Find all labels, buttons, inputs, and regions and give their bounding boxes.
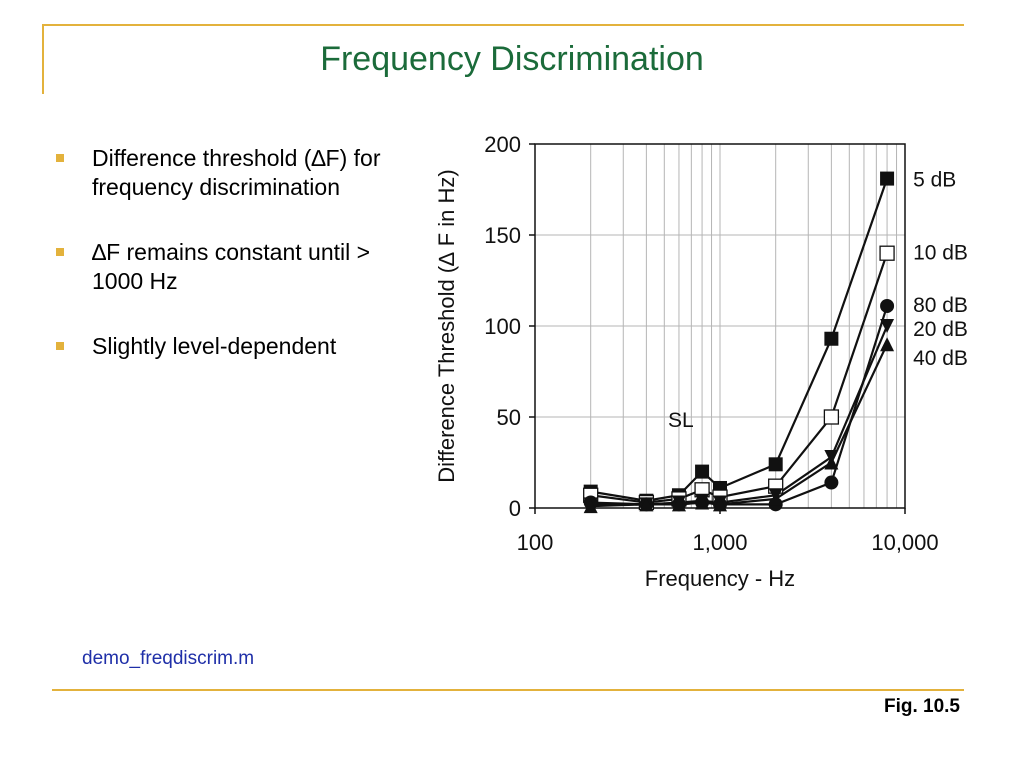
- y-tick-label: 200: [484, 132, 521, 157]
- series-line: [590, 178, 889, 502]
- data-point: [880, 337, 895, 352]
- bullet-text: Difference threshold (∆F) for frequency …: [92, 145, 381, 200]
- bullet-list: Difference threshold (∆F) for frequency …: [56, 144, 416, 397]
- y-tick-label: 100: [484, 314, 521, 339]
- y-tick-label: 150: [484, 223, 521, 248]
- bullet-item: ∆F remains constant until > 1000 Hz: [56, 238, 416, 296]
- series-line: [590, 343, 889, 508]
- legend-title: SL: [668, 409, 694, 432]
- y-tick-label: 50: [497, 405, 521, 430]
- data-point: [880, 171, 895, 186]
- x-tick-label: 1,000: [692, 530, 747, 555]
- frequency-threshold-chart: 0 50 100 150 200 100 1,000 10,000 Frequency - Hz…: [434, 132, 968, 591]
- bullet-square-icon: [56, 342, 64, 350]
- bottom-rule: [52, 689, 964, 691]
- frame-top-rule: [42, 24, 964, 26]
- series-label: 40 dB: [913, 347, 968, 370]
- bullet-square-icon: [56, 154, 64, 162]
- data-point: [713, 497, 727, 512]
- x-tick-label: 10,000: [871, 530, 938, 555]
- series-line: [590, 305, 889, 506]
- bullet-item: Slightly level-dependent: [56, 332, 416, 361]
- data-point: [671, 497, 686, 512]
- figure-label: Fig. 10.5: [883, 696, 960, 717]
- data-point: [824, 331, 839, 346]
- data-point: [879, 245, 895, 261]
- x-tick-label: 100: [517, 530, 554, 555]
- data-point: [824, 455, 839, 470]
- y-axis-label: Difference Threshold (∆ F in Hz): [434, 169, 459, 482]
- series-label: 10 dB: [913, 241, 968, 264]
- data-point: [880, 319, 895, 333]
- data-point: [768, 457, 783, 472]
- data-point: [824, 475, 839, 490]
- data-point: [880, 298, 895, 313]
- data-point: [695, 495, 710, 510]
- data-point: [639, 497, 654, 512]
- data-point: [695, 464, 710, 479]
- data-point: [768, 491, 783, 506]
- bullet-text: Slightly level-dependent: [92, 333, 337, 359]
- y-tick-label: 0: [509, 496, 521, 521]
- demo-link[interactable]: demo_freqdiscrim.m: [82, 648, 255, 669]
- frame-left-rule: [42, 24, 44, 94]
- data-point: [583, 499, 598, 514]
- bullet-text: ∆F remains constant until > 1000 Hz: [92, 239, 371, 294]
- series-label: 80 dB: [913, 294, 968, 317]
- bullet-item: Difference threshold (∆F) for frequency …: [56, 144, 416, 202]
- slide-title: Frequency Discrimination: [320, 40, 704, 78]
- series-line: [590, 325, 889, 506]
- x-axis-label: Frequency - Hz: [645, 566, 795, 591]
- series-label: 20 dB: [913, 318, 968, 341]
- series-line: [590, 252, 889, 504]
- bullet-square-icon: [56, 248, 64, 256]
- series-label: 5 dB: [913, 169, 956, 192]
- data-point: [823, 409, 840, 425]
